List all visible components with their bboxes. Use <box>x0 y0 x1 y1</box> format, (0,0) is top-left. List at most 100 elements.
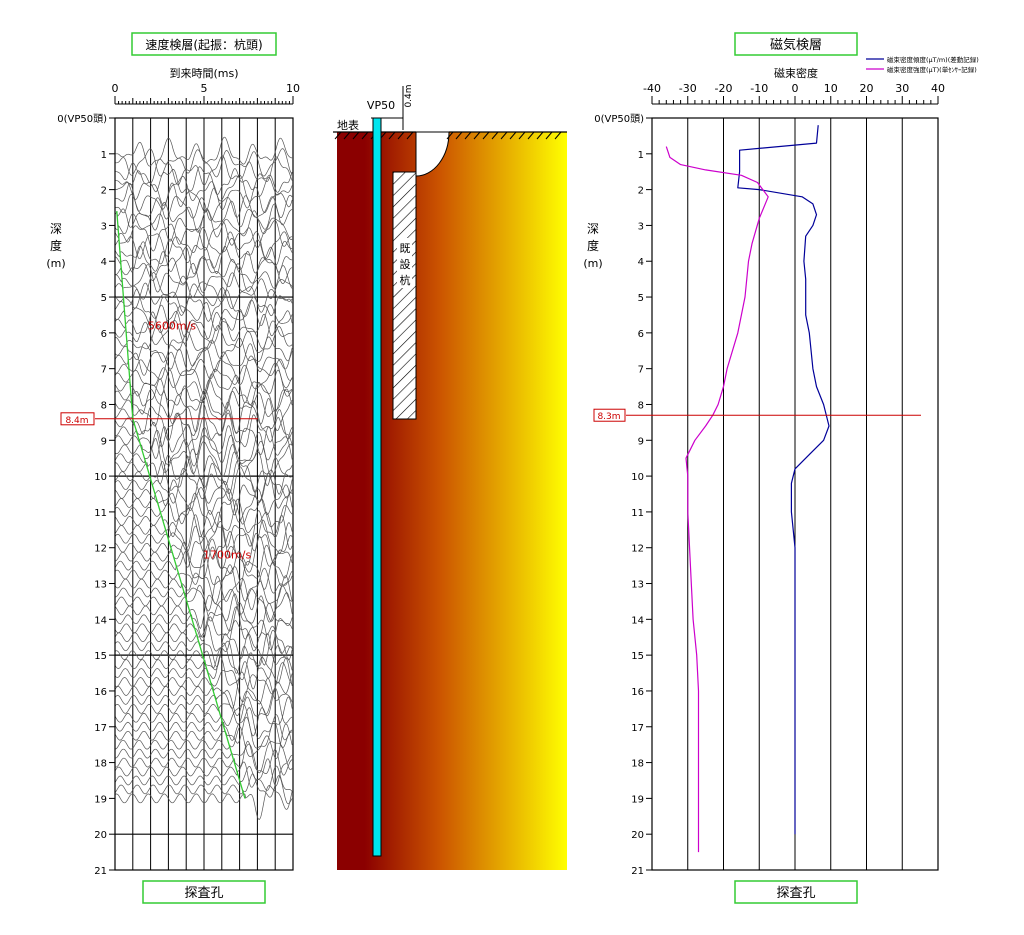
waveform-trace <box>115 308 293 340</box>
magnetic-series <box>665 125 830 853</box>
velocity-line <box>116 211 246 799</box>
marker-label: 8.3m <box>597 412 620 422</box>
waveform-trace <box>115 606 293 651</box>
y-tick-label: 4 <box>638 257 644 268</box>
waveform-trace <box>115 671 293 709</box>
y-tick-label: 17 <box>631 723 644 734</box>
waveform-trace <box>115 785 293 820</box>
x-tick-label: 0 <box>112 82 119 95</box>
pile-label-char: 既 <box>400 242 411 255</box>
hatch-mark <box>527 131 535 140</box>
y-tick-label: 16 <box>94 687 107 698</box>
waveform-trace <box>115 773 293 805</box>
hatch-mark <box>361 131 369 140</box>
y-tick-label: 6 <box>101 329 107 340</box>
waveform-trace <box>115 484 293 525</box>
y-tick-label: 13 <box>631 580 644 591</box>
waveform-trace <box>115 155 293 186</box>
x-tick-label: 10 <box>824 82 838 95</box>
velocity-marker: 8.4m <box>60 412 258 426</box>
waveform-trace <box>115 472 293 516</box>
magnetic-x-axis: -40 -30 -20 -10 0 10 20 30 40 <box>643 82 945 105</box>
depth-label-char: 度 <box>50 238 62 253</box>
y-tick-label: 14 <box>94 615 107 626</box>
x-tick-label: -20 <box>715 82 733 95</box>
x-tick-label: 20 <box>860 82 874 95</box>
velocity-xlabel: 到来時間(ms) <box>169 67 238 80</box>
borehole-pipe <box>372 117 382 857</box>
y-tick-label: 16 <box>631 687 644 698</box>
borehole-diagram: 既 設 杭 VP50 地表 0.4m <box>333 84 567 870</box>
magnetic-depth-label: 深 度 (m) <box>583 222 602 270</box>
y-tick-label: 4 <box>101 257 107 268</box>
waveform-trace <box>115 423 293 460</box>
waveform-trace <box>115 262 293 293</box>
waveform-trace <box>115 388 293 419</box>
hatch-mark <box>482 131 490 140</box>
y-tick-label: 9 <box>638 436 644 447</box>
velocity-depth-label: 深 度 (m) <box>46 222 65 270</box>
waveform-trace <box>115 491 293 533</box>
marker-label: 8.4m <box>65 416 88 426</box>
x-tick-label: 0 <box>792 82 799 95</box>
waveform-trace <box>115 602 293 638</box>
magnetic-marker: 8.3m <box>593 408 921 422</box>
x-tick-label: -40 <box>643 82 661 95</box>
y-tick-label: 20 <box>631 830 644 841</box>
soil-column <box>337 132 567 870</box>
y-tick-label: 7 <box>638 365 644 376</box>
waveform-trace <box>115 584 293 622</box>
waveform-trace <box>115 498 293 538</box>
velocity-panel: 速度検層(起振：杭頭) 到来時間(ms) 0 5 10 0(VP50頭)123456… <box>46 32 300 904</box>
y-tick-label: 6 <box>638 329 644 340</box>
velocity-plot-frame <box>114 117 294 871</box>
hatch-mark <box>388 131 396 140</box>
y-tick-label: 17 <box>94 723 107 734</box>
waveform-trace <box>115 642 293 681</box>
waveform-trace <box>115 343 293 376</box>
y-tick-label: 12 <box>94 544 107 555</box>
waveform-trace <box>115 245 293 275</box>
y-tick-label: 8 <box>101 400 107 411</box>
waveform-trace <box>115 662 293 702</box>
waveform-trace <box>115 255 293 284</box>
y-tick-label: 1 <box>101 150 107 161</box>
waveform-trace <box>115 656 293 690</box>
waveform-trace <box>115 448 293 487</box>
waveform-trace <box>115 272 293 303</box>
borehole-label: VP50 <box>367 99 395 112</box>
gradient-series-line <box>737 125 830 835</box>
waveform-trace <box>115 438 293 478</box>
waveform-trace <box>115 741 293 774</box>
magnetic-footer-box <box>734 880 858 904</box>
pile-label-char: 設 <box>400 257 411 271</box>
depth-label-char: 度 <box>587 238 599 253</box>
y-tick-label: 3 <box>638 221 644 232</box>
waveform-trace <box>115 391 293 434</box>
x-tick-label: -30 <box>679 82 697 95</box>
waveform-trace <box>115 299 293 332</box>
hatch-mark <box>509 131 517 140</box>
hatch-mark <box>473 131 481 140</box>
y-tick-label: 19 <box>94 794 107 805</box>
y-tick-label: 3 <box>101 221 107 232</box>
waveform-trace <box>115 400 293 442</box>
waveform-trace <box>115 369 293 404</box>
velocity-x-axis: 0 5 10 <box>112 82 300 105</box>
x-tick-label: 30 <box>895 82 909 95</box>
hatch-mark <box>545 131 553 140</box>
magnetic-title: 磁気検層 <box>770 37 822 53</box>
waveform-trace <box>115 740 293 776</box>
velocity-annotation: 1700m/s <box>203 548 251 561</box>
magnetic-panel: 磁気検層 磁束密度 磁束密度傾度(μT/m)(差動記録)磁束密度強度(μT)(単… <box>583 32 979 904</box>
y-tick-label: 15 <box>94 651 107 662</box>
pile-label-char: 杭 <box>400 273 411 287</box>
y-tick-label: 8 <box>638 400 644 411</box>
waveform-trace <box>115 378 293 413</box>
velocity-annotations: 5600m/s 1700m/s <box>148 319 252 561</box>
pile-label-bg <box>397 238 412 288</box>
y-tick-label: 7 <box>101 365 107 376</box>
hatch-mark <box>446 131 454 140</box>
waveform-trace <box>115 289 293 322</box>
waveform-trace <box>115 324 293 353</box>
